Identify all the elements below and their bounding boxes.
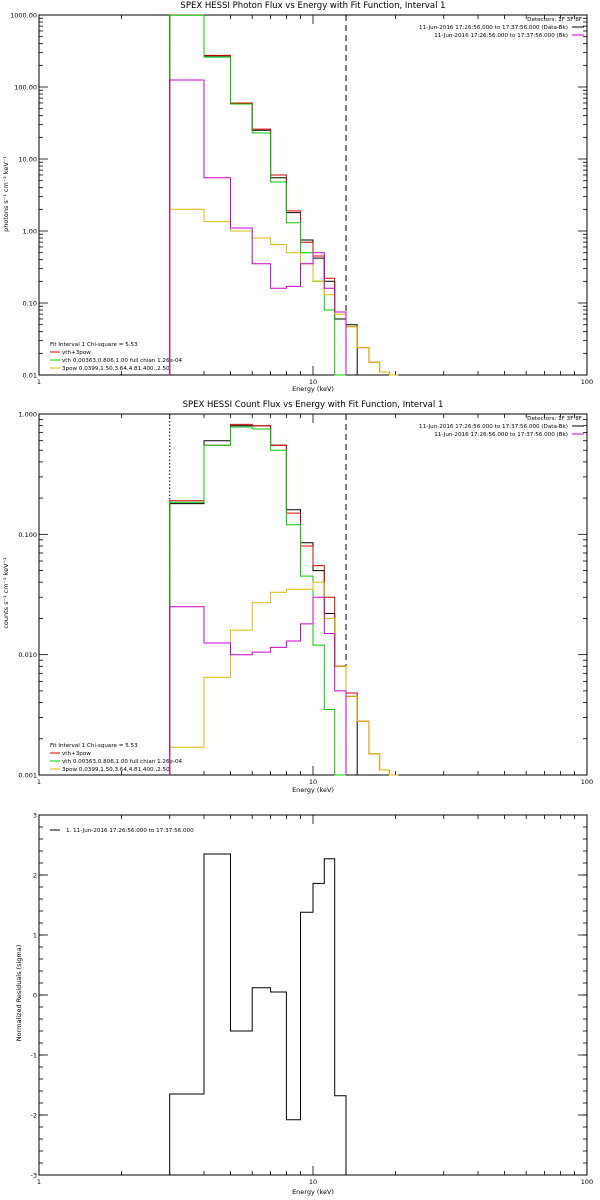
series-line: [169, 853, 347, 1175]
y-tick-label: -2: [31, 1112, 37, 1120]
y-tick-label: 1.000: [18, 411, 37, 419]
y-axis-label: photons s⁻¹ cm⁻² keV⁻¹: [2, 156, 10, 232]
x-tick-label: 1: [37, 378, 41, 386]
y-tick-label: 0: [33, 992, 37, 1000]
chart-title: SPEX HESSI Photon Flux vs Energy with Fi…: [180, 1, 445, 11]
y-tick-label: 1: [33, 932, 37, 940]
series-line: [169, 596, 347, 775]
x-axis-label: Energy (keV): [292, 786, 334, 794]
x-axis-label: Energy (keV): [292, 385, 334, 393]
x-tick-label: 1: [37, 778, 41, 786]
plot-frame: [38, 14, 588, 376]
legend-label: 3pow 0.0399,1.50,3.64,4.81,400.,2.50: [62, 767, 170, 773]
fit-interval-label: Fit Interval 1 Chi-square = 5.53: [50, 743, 138, 749]
y-tick-label: -1: [31, 1052, 37, 1060]
series-line: [169, 14, 358, 375]
y-tick-label: 1000.00: [10, 12, 37, 20]
legend-label: 1. 11-Jun-2016 17:26:56.000 to 17:37:56.…: [66, 828, 194, 834]
series-line: [169, 426, 346, 776]
y-tick-label: 2: [33, 872, 37, 880]
info-bk: 11-Jun-2016 17:26:56.000 to 17:37:56.000…: [434, 33, 568, 39]
x-tick-label: 100: [581, 378, 593, 386]
y-tick-label: 3: [33, 812, 37, 820]
photon-flux-chart: SPEX HESSI Photon Flux vs Energy with Fi…: [2, 1, 593, 393]
fit-interval-label: Fit Interval 1 Chi-square = 5.53: [50, 342, 138, 348]
y-axis-label: counts s⁻¹ cm⁻² keV⁻¹: [2, 557, 10, 629]
y-tick-label: 10.00: [18, 156, 37, 164]
legend-label: vth+3pow: [62, 751, 91, 757]
count-flux-chart: SPEX HESSI Count Flux vs Energy with Fit…: [2, 400, 593, 794]
y-tick-label: -3: [31, 1172, 37, 1180]
x-tick-label: 10: [309, 778, 317, 786]
series-line: [169, 208, 399, 376]
series-line: [169, 425, 358, 775]
legend-label: 3pow 0.0399,1.50,3.64,4.81,400.,2.50: [62, 366, 170, 372]
legend-label: vth 0.00363,0.806,1.00 full chian 1.26e-…: [62, 358, 183, 364]
x-tick-label: 1: [37, 1178, 41, 1186]
legend-label: vth 0.00363,0.806,1.00 full chian 1.26e-…: [62, 759, 183, 765]
detectors-label: Detectors: 1F 3F 8F: [527, 416, 582, 422]
y-tick-label: 0.100: [18, 531, 37, 539]
chart-title: SPEX HESSI Count Flux vs Energy with Fit…: [183, 400, 444, 410]
x-tick-label: 100: [581, 778, 593, 786]
info-bk: 11-Jun-2016 17:26:56.000 to 17:37:56.000…: [434, 432, 568, 438]
y-tick-label: 0.010: [18, 651, 37, 659]
y-tick-label: 1.00: [23, 228, 37, 236]
y-tick-label: 0.01: [23, 372, 37, 380]
y-tick-label: 100.00: [14, 84, 37, 92]
detectors-label: Detectors: 1F 3F 8F: [527, 17, 582, 23]
plot-frame: [38, 814, 588, 1176]
info-data-bk: 11-Jun-2016 17:26:56.000 to 17:37:56.000…: [419, 25, 568, 31]
series-line: [169, 14, 399, 376]
y-tick-label: 0.10: [23, 300, 37, 308]
y-axis-label: Normalized Residuals (sigma): [15, 945, 23, 1042]
series-line: [169, 79, 347, 375]
legend-label: vth+3pow: [62, 350, 91, 356]
x-tick-label: 10: [309, 378, 317, 386]
info-data-bk: 11-Jun-2016 17:26:56.000 to 17:37:56.000…: [419, 424, 568, 430]
x-tick-label: 100: [581, 1178, 593, 1186]
x-tick-label: 10: [309, 1178, 317, 1186]
y-tick-label: 0.001: [18, 772, 37, 780]
x-axis-label: Energy (keV): [292, 1188, 334, 1196]
series-line: [169, 14, 346, 376]
residuals-chart: Energy (keV) Normalized Residuals (sigma…: [15, 812, 593, 1197]
series-line: [169, 581, 399, 776]
